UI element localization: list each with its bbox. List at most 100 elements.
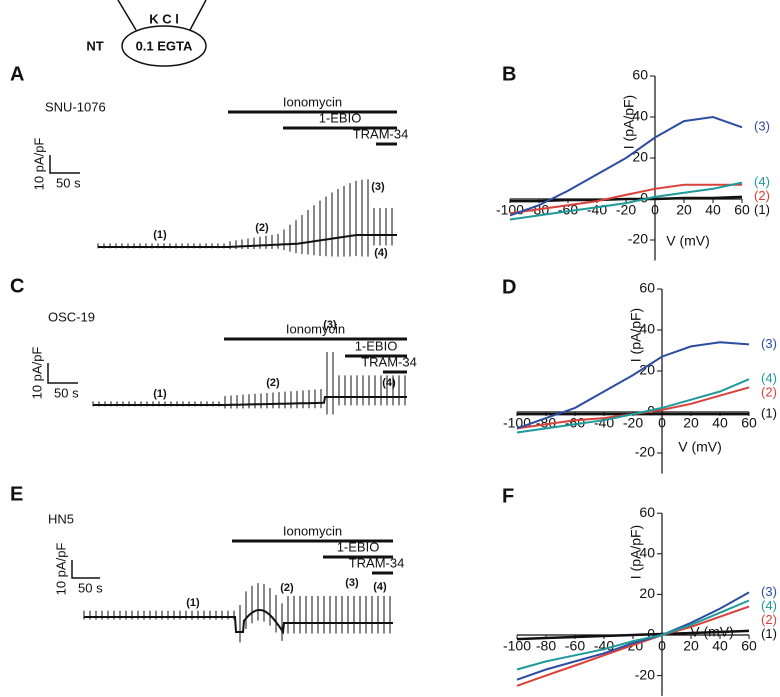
y-tick-label: 20 bbox=[639, 362, 655, 378]
drug-label: Ionomycin bbox=[283, 523, 342, 538]
x-axis-label: V (mV) bbox=[666, 233, 710, 249]
scale-y-label: 10 pA/pF bbox=[31, 138, 46, 191]
y-tick-label: -20 bbox=[635, 666, 655, 682]
y-tick-label: 60 bbox=[639, 280, 655, 296]
panel-letter: F bbox=[502, 485, 514, 507]
iv-curve bbox=[509, 181, 743, 221]
drug-label: 1-EBIO bbox=[319, 110, 362, 125]
legend-entry: (3) bbox=[761, 336, 777, 351]
x-tick-label: 60 bbox=[741, 415, 757, 431]
schematic bbox=[117, 0, 207, 67]
solution-label: K C l bbox=[149, 11, 179, 26]
legend-entry: (2) bbox=[754, 188, 770, 203]
x-tick-label: -100 bbox=[503, 638, 531, 654]
scale-x-label: 50 s bbox=[56, 175, 81, 190]
y-tick-label: -20 bbox=[628, 231, 648, 247]
cell-name: OSC-19 bbox=[48, 309, 95, 324]
drug-label: TRAM-34 bbox=[361, 354, 417, 369]
scale-bar bbox=[47, 363, 78, 384]
iv-curve bbox=[509, 183, 742, 215]
y-tick-label: 40 bbox=[639, 321, 655, 337]
time-marker: (4) bbox=[382, 377, 396, 389]
scale-bar bbox=[71, 560, 100, 579]
pipette-label: 0.1 EGTA bbox=[136, 38, 193, 53]
panel-letter: B bbox=[502, 63, 516, 85]
x-tick-label: 0 bbox=[651, 202, 659, 218]
y-axis-label: I (pA/pF) bbox=[628, 308, 644, 362]
side-label: NT bbox=[86, 38, 103, 53]
x-tick-label: 60 bbox=[741, 638, 757, 654]
x-tick-label: 40 bbox=[705, 202, 721, 218]
legend-entry: (1) bbox=[754, 202, 770, 217]
cell-name: SNU-1076 bbox=[45, 99, 106, 114]
iv-curve bbox=[516, 341, 750, 430]
x-tick-label: -40 bbox=[587, 202, 607, 218]
scale-y-label: 10 pA/pF bbox=[29, 347, 44, 400]
drug-label: 1-EBIO bbox=[355, 338, 398, 353]
drug-label: TRAM-34 bbox=[349, 555, 405, 570]
legend-entry: (3) bbox=[761, 584, 777, 599]
iv-curve bbox=[516, 629, 750, 641]
drug-label: Ionomycin bbox=[286, 321, 345, 336]
y-axis-label: I (pA/pF) bbox=[621, 95, 637, 149]
iv-curve bbox=[516, 599, 750, 671]
legend-entry: (2) bbox=[761, 612, 777, 627]
x-tick-label: 20 bbox=[676, 202, 692, 218]
time-marker: (4) bbox=[374, 247, 388, 259]
iv-curve bbox=[516, 591, 750, 681]
x-tick-label: 0 bbox=[658, 415, 666, 431]
iv-curve bbox=[516, 605, 750, 687]
x-tick-label: 20 bbox=[683, 638, 699, 654]
scale-y-label: 10 pA/pF bbox=[53, 543, 68, 596]
y-tick-label: 20 bbox=[639, 585, 655, 601]
cell-name: HN5 bbox=[48, 511, 74, 526]
trace-spikes bbox=[92, 352, 406, 415]
x-tick-label: 0 bbox=[658, 638, 666, 654]
x-tick-label: 40 bbox=[712, 415, 728, 431]
y-tick-label: 60 bbox=[639, 504, 655, 520]
drug-label: Ionomycin bbox=[283, 94, 342, 109]
iv-curve bbox=[516, 378, 750, 434]
legend-entry: (4) bbox=[754, 174, 770, 189]
panel-letter: D bbox=[502, 276, 516, 298]
trace-spikes bbox=[97, 179, 393, 257]
legend-entry: (2) bbox=[761, 385, 777, 400]
time-marker: (2) bbox=[280, 582, 294, 594]
time-marker: (2) bbox=[255, 222, 269, 234]
x-tick-label: -60 bbox=[565, 638, 585, 654]
drug-label: 1-EBIO bbox=[337, 539, 380, 554]
x-tick-label: -80 bbox=[536, 638, 556, 654]
cell bbox=[121, 25, 207, 67]
pipette bbox=[117, 0, 207, 31]
y-tick-label: -20 bbox=[635, 444, 655, 460]
time-marker: (2) bbox=[266, 377, 280, 389]
legend-entry: (3) bbox=[754, 119, 770, 134]
time-marker: (1) bbox=[153, 229, 167, 241]
trace bbox=[84, 609, 393, 635]
iv-curve bbox=[509, 115, 743, 217]
x-axis-label: V (mV) bbox=[678, 439, 722, 455]
y-tick-label: 60 bbox=[632, 67, 648, 83]
legend-entry: (1) bbox=[761, 626, 777, 641]
scale-bar bbox=[49, 155, 80, 174]
time-marker: (3) bbox=[371, 181, 385, 193]
panel-letter: E bbox=[10, 483, 23, 505]
trace-spikes bbox=[83, 583, 391, 643]
y-tick-label: 40 bbox=[632, 108, 648, 124]
legend-entry: (4) bbox=[761, 598, 777, 613]
x-tick-label: 20 bbox=[683, 415, 699, 431]
x-tick-label: 60 bbox=[734, 202, 750, 218]
time-marker: (3) bbox=[345, 577, 359, 589]
time-marker: (1) bbox=[186, 597, 200, 609]
y-tick-label: 20 bbox=[632, 149, 648, 165]
drug-label: TRAM-34 bbox=[353, 126, 409, 141]
legend-entry: (4) bbox=[761, 371, 777, 386]
y-tick-label: 0 bbox=[640, 190, 648, 206]
x-tick-label: -20 bbox=[623, 415, 643, 431]
trace bbox=[93, 396, 407, 406]
y-tick-label: 40 bbox=[639, 545, 655, 561]
x-tick-label: 40 bbox=[712, 638, 728, 654]
panel-letter: C bbox=[10, 275, 24, 297]
scale-x-label: 50 s bbox=[54, 385, 79, 400]
